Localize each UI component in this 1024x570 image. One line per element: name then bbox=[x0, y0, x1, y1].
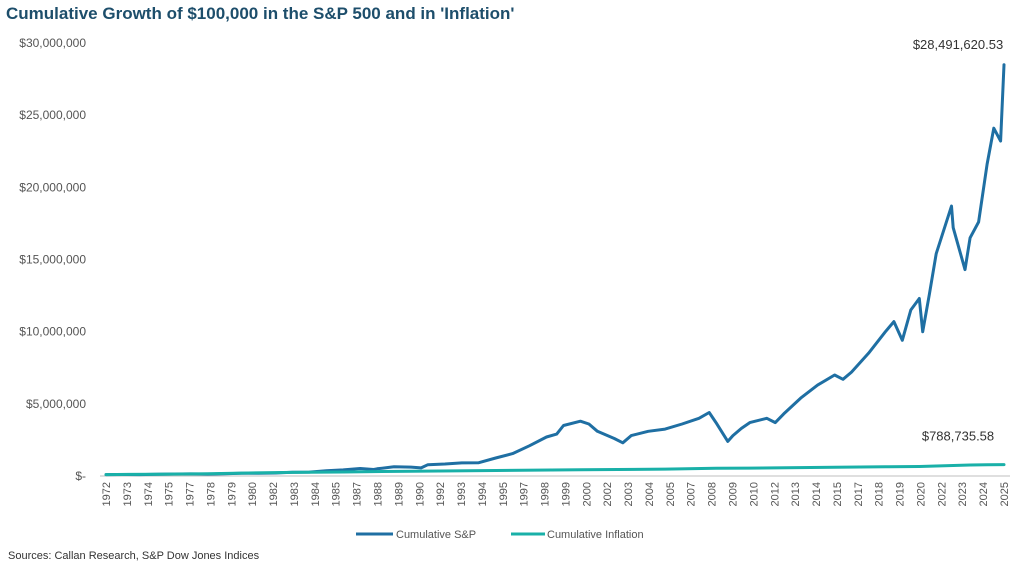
series-group bbox=[104, 63, 1006, 477]
x-tick-label: 1990 bbox=[414, 482, 426, 506]
y-tick-label: $25,000,000 bbox=[19, 108, 86, 122]
x-tick-label: 1994 bbox=[477, 482, 489, 506]
x-tick-label: 2009 bbox=[728, 482, 740, 506]
x-tick-label: 1987 bbox=[352, 482, 364, 506]
x-tick-label: 2003 bbox=[623, 482, 635, 506]
x-tick-label: 2004 bbox=[644, 482, 656, 506]
x-tick-label: 1999 bbox=[560, 482, 572, 506]
source-note: Sources: Callan Research, S&P Dow Jones … bbox=[8, 550, 260, 562]
x-tick-label: 1997 bbox=[519, 482, 531, 506]
x-tick-label: 2025 bbox=[999, 482, 1011, 506]
sp-end-value-label: $28,491,620.53 bbox=[913, 37, 1003, 52]
y-tick-label: $15,000,000 bbox=[19, 253, 86, 267]
x-tick-label: 2018 bbox=[874, 482, 886, 506]
inflation-series-line bbox=[104, 463, 1006, 477]
y-tick-label: $- bbox=[75, 469, 86, 483]
x-tick-label: 2015 bbox=[832, 482, 844, 506]
x-tick-label: 1978 bbox=[205, 482, 217, 506]
x-tick-label: 1992 bbox=[435, 482, 447, 506]
x-tick-label: 1988 bbox=[372, 482, 384, 506]
x-tick-label: 1985 bbox=[331, 482, 343, 506]
y-tick-label: $30,000,000 bbox=[19, 36, 86, 50]
x-tick-label: 2024 bbox=[978, 482, 990, 506]
y-axis: $- $5,000,000 $10,000,000 $15,000,000 $20,00… bbox=[19, 36, 86, 483]
x-tick-label: 2007 bbox=[686, 482, 698, 506]
line-chart: $- $5,000,000 $10,000,000 $15,000,000 $20,00… bbox=[19, 36, 1011, 541]
x-tick-label: 1973 bbox=[122, 482, 134, 506]
x-tick-label: 1983 bbox=[289, 482, 301, 506]
x-tick-label: 1995 bbox=[498, 482, 510, 506]
x-tick-label: 1993 bbox=[456, 482, 468, 506]
x-tick-label: 1972 bbox=[101, 482, 113, 506]
x-tick-label: 2017 bbox=[853, 482, 865, 506]
x-tick-label: 2005 bbox=[665, 482, 677, 506]
x-tick-label: 1975 bbox=[164, 482, 176, 506]
x-tick-label: 2019 bbox=[895, 482, 907, 506]
inflation-end-value-label: $788,735.58 bbox=[922, 429, 994, 444]
legend: Cumulative S&P Cumulative Inflation bbox=[356, 529, 644, 541]
x-tick-label: 2022 bbox=[936, 482, 948, 506]
x-tick-label: 2000 bbox=[581, 482, 593, 506]
sp-series-line bbox=[104, 63, 1006, 477]
x-tick-label: 1982 bbox=[268, 482, 280, 506]
legend-label-inflation: Cumulative Inflation bbox=[547, 529, 644, 541]
x-tick-label: 2008 bbox=[707, 482, 719, 506]
legend-label-sp: Cumulative S&P bbox=[396, 529, 476, 541]
x-tick-label: 2014 bbox=[811, 482, 823, 506]
x-tick-label: 1977 bbox=[185, 482, 197, 506]
x-tick-label: 1974 bbox=[143, 482, 155, 506]
chart-title: Cumulative Growth of $100,000 in the S&P… bbox=[6, 4, 515, 23]
y-tick-label: $10,000,000 bbox=[19, 325, 86, 339]
x-tick-label: 1980 bbox=[247, 482, 259, 506]
x-tick-label: 2020 bbox=[915, 482, 927, 506]
x-tick-label: 2013 bbox=[790, 482, 802, 506]
x-tick-label: 1979 bbox=[226, 482, 238, 506]
x-tick-label: 2002 bbox=[602, 482, 614, 506]
x-tick-label: 1989 bbox=[393, 482, 405, 506]
x-tick-label: 2010 bbox=[748, 482, 760, 506]
x-tick-label: 1984 bbox=[310, 482, 322, 506]
x-tick-label: 2023 bbox=[957, 482, 969, 506]
x-axis: 1972 1973 1974 1975 1977 1978 1979 1980 1982 1983… bbox=[101, 482, 1011, 506]
x-tick-label: 2012 bbox=[769, 482, 781, 506]
x-tick-label: 1998 bbox=[540, 482, 552, 506]
y-tick-label: $5,000,000 bbox=[26, 397, 86, 411]
y-tick-label: $20,000,000 bbox=[19, 180, 86, 194]
